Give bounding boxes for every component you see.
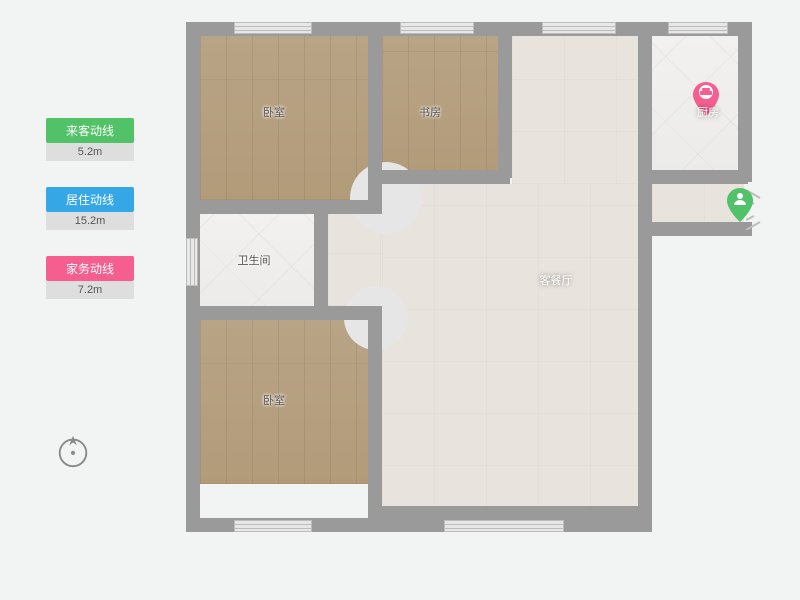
wall: [314, 212, 328, 310]
legend-value: 7.2m: [46, 281, 134, 299]
legend-item-guest: 来客动线 5.2m: [46, 118, 134, 161]
legend-label: 居住动线: [46, 187, 134, 212]
wall: [196, 306, 382, 320]
compass-icon: [54, 432, 92, 470]
room-label-bedroom2: 卧室: [263, 392, 285, 408]
window: [400, 22, 474, 34]
pin-entry: [727, 188, 753, 222]
legend-item-living: 居住动线 15.2m: [46, 187, 134, 230]
legend-label: 家务动线: [46, 256, 134, 281]
legend-label: 来客动线: [46, 118, 134, 143]
wall: [382, 170, 510, 184]
wall: [368, 32, 382, 204]
room-label-kitchen: 厨房: [697, 104, 719, 120]
window: [444, 520, 564, 532]
room-living: [382, 184, 640, 518]
wall: [498, 32, 512, 178]
room-label-study: 书房: [419, 104, 441, 120]
legend-value: 15.2m: [46, 212, 134, 230]
room-hall: [512, 36, 640, 184]
room-label-bedroom1: 卧室: [263, 104, 285, 120]
legend-item-chores: 家务动线 7.2m: [46, 256, 134, 299]
window: [542, 22, 616, 34]
wall: [368, 318, 382, 522]
room-label-bathroom: 卫生间: [238, 252, 271, 268]
wall: [648, 170, 748, 184]
wall: [638, 222, 652, 522]
wall: [382, 506, 652, 518]
wall: [638, 32, 652, 236]
wall: [196, 200, 382, 214]
window: [234, 520, 312, 532]
wall: [738, 22, 752, 182]
window: [186, 238, 198, 286]
window: [234, 22, 312, 34]
wall: [638, 222, 752, 236]
window: [668, 22, 728, 34]
legend: 来客动线 5.2m 居住动线 15.2m 家务动线 7.2m: [46, 118, 134, 325]
legend-value: 5.2m: [46, 143, 134, 161]
room-label-living: 客餐厅: [540, 272, 573, 288]
floor-plan: 卧室书房厨房卫生间卧室客餐厅: [186, 22, 752, 578]
